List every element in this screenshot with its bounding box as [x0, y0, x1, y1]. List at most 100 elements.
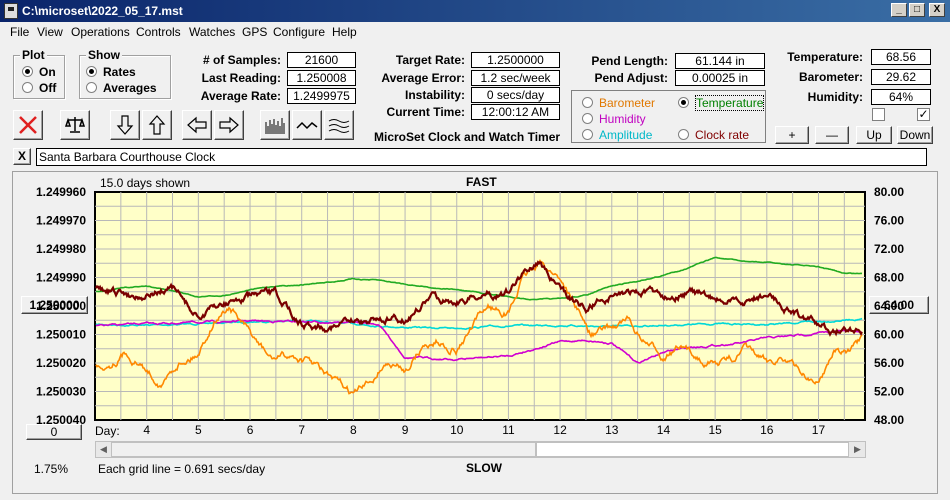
x-tick-label: 7: [298, 423, 305, 437]
title-bar: C:\microset\2022_05_17.mst _ □ X: [0, 0, 950, 22]
temperature-value: 68.56: [871, 49, 931, 65]
radio-selected-icon: [22, 66, 33, 77]
arrow-left-button[interactable]: [182, 110, 212, 140]
menu-gps[interactable]: GPS: [242, 25, 268, 39]
right-tick-label: 76.00: [874, 214, 904, 228]
wave-button[interactable]: [324, 110, 354, 140]
last-reading-value: 1.250008: [287, 70, 356, 86]
menu-bar: File View Operations Controls Watches GP…: [0, 22, 950, 42]
menu-controls[interactable]: Controls: [136, 25, 181, 39]
left-tick-label: 1.250040: [36, 413, 86, 427]
env-checkbox-1[interactable]: [872, 108, 885, 121]
env-checkbox-2[interactable]: ✓: [917, 107, 930, 121]
scroll-left-icon[interactable]: ◀: [100, 444, 107, 454]
menu-file[interactable]: File: [10, 25, 30, 39]
average-rate-value: 1.2499975: [287, 88, 356, 104]
arrow-right-button[interactable]: [214, 110, 244, 140]
sensor-barometer-radio[interactable]: Barometer: [582, 96, 655, 110]
menu-view[interactable]: View: [37, 25, 63, 39]
series-line-clock-rate: [95, 260, 863, 337]
x-tick-label: 12: [553, 423, 567, 437]
humidity-label: Humidity:: [807, 90, 863, 104]
humidity-value: 64%: [871, 89, 931, 105]
right-axis: 80.00 76.00 72.00 68.00 64.00 60.00 56.00 52.00…: [874, 185, 904, 427]
description-input[interactable]: Santa Barbara Courthouse Clock: [36, 148, 927, 166]
maximize-button[interactable]: □: [909, 3, 925, 17]
menu-watches[interactable]: Watches: [189, 25, 236, 39]
arrow-up-icon: [148, 115, 166, 135]
right-tick-label: 48.00: [874, 413, 904, 427]
horizontal-scrollbar[interactable]: ◀ ▶: [95, 441, 866, 458]
temperature-label: Temperature:: [787, 50, 863, 64]
histogram-icon: [265, 118, 285, 134]
sensor-humidity-radio[interactable]: Humidity: [582, 112, 646, 126]
menu-configure[interactable]: Configure: [273, 25, 326, 39]
sensor-clock-rate-radio[interactable]: Clock rate: [678, 128, 749, 142]
app-banner: MicroSet Clock and Watch Timer: [374, 130, 561, 144]
minus-button[interactable]: —: [815, 126, 849, 144]
left-tick-label: 1.249970: [36, 214, 86, 228]
x-tick-label: 5: [195, 423, 202, 437]
sensor-amplitude-radio[interactable]: Amplitude: [582, 128, 652, 142]
radio-selected-icon: [86, 66, 97, 77]
days-shown-label: 15.0 days shown: [100, 176, 191, 190]
show-averages-radio[interactable]: Averages: [86, 81, 157, 95]
menu-help[interactable]: Help: [332, 25, 357, 39]
plus-button[interactable]: +: [775, 126, 809, 144]
description-close-button[interactable]: X: [13, 148, 31, 165]
series-line-humidity: [95, 319, 863, 364]
show-rates-radio[interactable]: Rates: [86, 65, 136, 79]
plot-on-radio[interactable]: On: [22, 65, 56, 79]
sensor-select-group: Barometer Temperature Humidity Amplitude…: [571, 90, 766, 143]
menu-operations[interactable]: Operations: [71, 25, 130, 39]
left-tick-label: 1.250030: [36, 385, 86, 399]
radio-empty-icon: [582, 129, 593, 140]
target-rate-value[interactable]: 1.2500000: [471, 52, 560, 68]
up-button[interactable]: Up: [856, 126, 892, 144]
barometer-label: Barometer:: [798, 70, 863, 84]
arrow-down-button[interactable]: [110, 110, 140, 140]
arrow-up-button[interactable]: [142, 110, 172, 140]
right-tick-label: 80.00: [874, 185, 904, 199]
minimize-button[interactable]: _: [891, 3, 907, 17]
cancel-button[interactable]: [13, 110, 43, 140]
last-reading-label: Last Reading:: [201, 71, 281, 85]
radio-empty-icon: [86, 82, 97, 93]
x-tick-label: 11: [502, 423, 515, 437]
left-tick-label: 1.250010: [36, 328, 86, 342]
line-button[interactable]: [292, 110, 322, 140]
series-line-barometer: [95, 259, 863, 395]
radio-empty-icon: [22, 82, 33, 93]
scrollbar-thumb[interactable]: [536, 442, 849, 457]
scrollbar-track[interactable]: [111, 442, 536, 457]
x-tick-label: 6: [247, 423, 254, 437]
plot-group-title: Plot: [20, 48, 47, 62]
left-axis-center-button[interactable]: 1.250000: [21, 296, 88, 314]
show-group: Show Rates Averages: [79, 48, 171, 99]
samples-value: 21600: [287, 52, 356, 68]
sensor-temperature-radio[interactable]: Temperature: [678, 95, 765, 111]
scroll-right-icon[interactable]: ▶: [854, 444, 861, 454]
balance-icon: [64, 117, 86, 133]
current-time-label: Current Time:: [386, 105, 465, 119]
average-rate-label: Average Rate:: [200, 89, 281, 103]
balance-button[interactable]: [60, 110, 90, 140]
average-error-label: Average Error:: [381, 71, 465, 85]
x-tick-label: 4: [143, 423, 150, 437]
close-button[interactable]: X: [929, 3, 945, 17]
day-offset-button[interactable]: 0: [26, 424, 82, 440]
right-axis-center-button[interactable]: 64.00: [869, 296, 929, 314]
x-tick-label: 17: [812, 423, 826, 437]
right-tick-label: 72.00: [874, 242, 904, 256]
down-button[interactable]: Down: [897, 126, 933, 144]
radio-empty-icon: [678, 129, 689, 140]
pend-adjust-value[interactable]: 0.00025 in: [675, 70, 765, 86]
left-axis: 1.249960 1.249970 1.249980 1.249990 1.250000…: [36, 185, 86, 427]
plot-off-radio[interactable]: Off: [22, 81, 56, 95]
barometer-value: 29.62: [871, 69, 931, 85]
x-tick-label: 14: [657, 423, 671, 437]
wave-icon: [328, 119, 350, 133]
histogram-button[interactable]: [260, 110, 290, 140]
pend-length-value[interactable]: 61.144 in: [675, 53, 765, 69]
